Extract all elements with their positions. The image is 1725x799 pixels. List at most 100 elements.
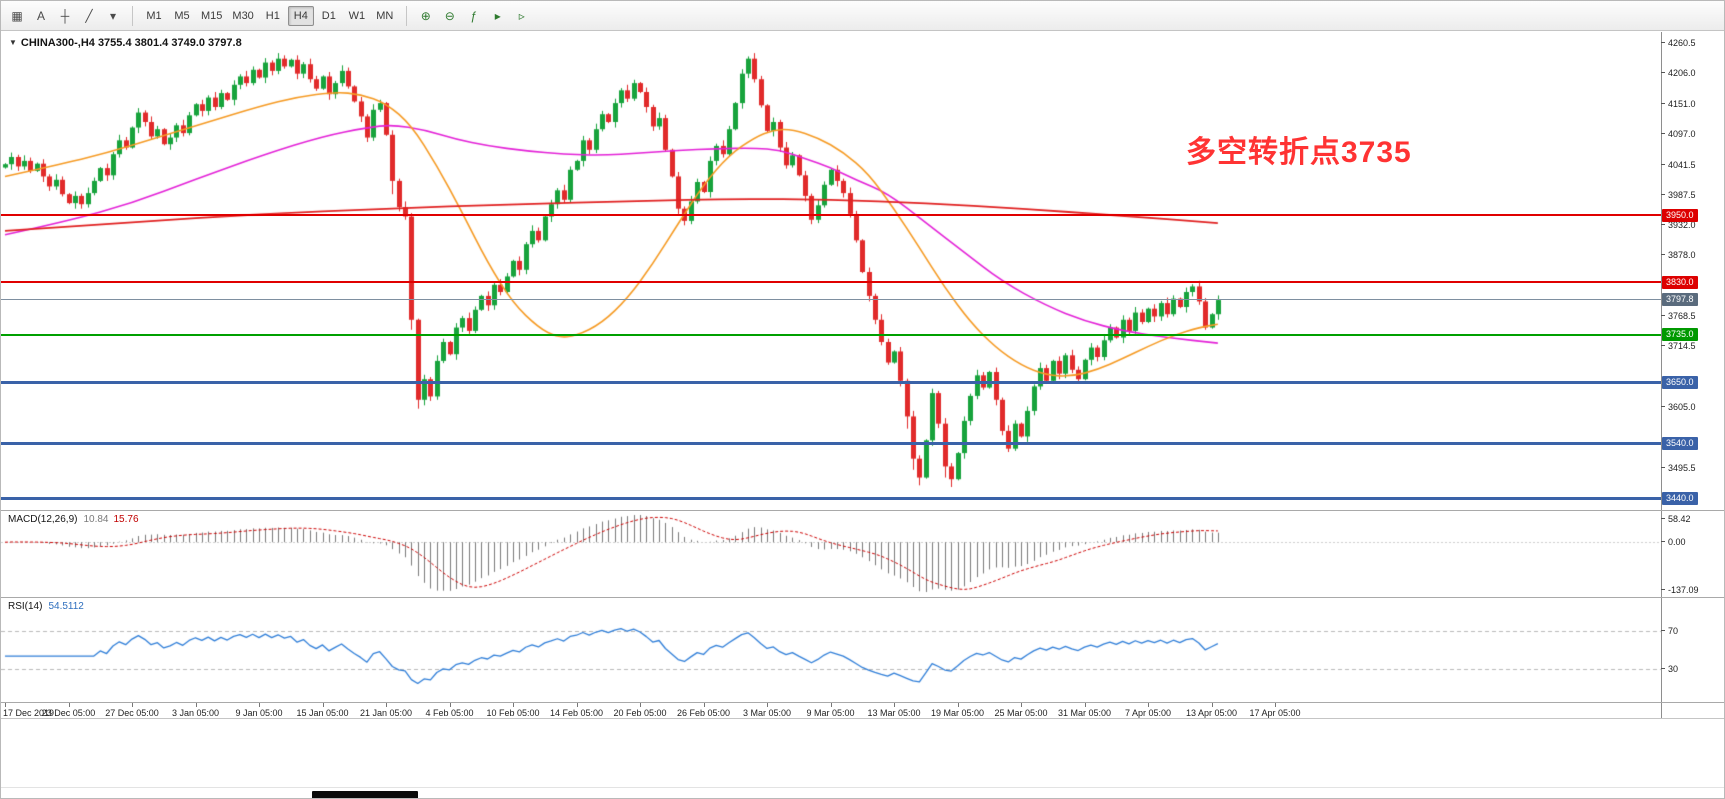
price-axis-label: 3878.0 (1668, 250, 1696, 261)
time-tick (259, 703, 260, 707)
time-tick (195, 703, 197, 707)
price-tag-3950.0: 3950.0 (1662, 208, 1698, 222)
windows-grid-icon[interactable]: ▦ (11, 8, 23, 23)
time-axis-label: 31 Mar 05:00 (1057, 708, 1112, 718)
axis-tick (1661, 193, 1665, 195)
time-axis-label: 7 Apr 05:00 (1124, 708, 1172, 718)
timeframe-button-w1[interactable]: W1 (348, 9, 366, 22)
time-axis-label: 27 Dec 05:00 (105, 708, 159, 718)
time-axis-label: 25 Mar 05:00 (994, 708, 1048, 718)
hline-pivot-3735[interactable] (1, 333, 1661, 336)
axis-tick (1661, 345, 1665, 347)
timeframe-button-mn[interactable]: MN (376, 9, 394, 22)
macd-header: MACD(12,26,9) 10.84 15.76 (8, 514, 139, 525)
time-tick (132, 703, 133, 707)
timeframe-button-h1[interactable]: H1 (265, 9, 280, 22)
hline-support-3440[interactable] (1, 497, 1661, 501)
timeframe-button-m30[interactable]: M30 (232, 9, 254, 22)
price-axis-label: 3714.5 (1668, 341, 1696, 352)
hline-resistance-3830[interactable] (1, 281, 1661, 283)
crosshair-icon[interactable]: ┼ (60, 8, 70, 23)
time-axis-label: 9 Jan 05:00 (235, 708, 283, 718)
horizontal-lines-layer (1, 1, 1661, 798)
time-tick (1211, 703, 1213, 707)
main-toolbar: ▦ A ┼ ╱ ▾ M1 M5 M15 M30 H1 H4 D1 W1 MN ⊕ ⊖ ƒ ▸ ▹ (1, 1, 1724, 31)
taskbar-active-app-button[interactable] (312, 791, 418, 798)
price-axis-label: 3932.0 (1668, 220, 1696, 231)
rsi-label: RSI(14) (8, 601, 43, 612)
rsi-level-label: 70 (1668, 625, 1679, 636)
panel-separator[interactable] (1, 510, 1724, 511)
time-tick (894, 703, 895, 707)
axis-tick (1661, 406, 1665, 407)
price-axis-label: 3987.5 (1668, 189, 1696, 200)
time-axis-label: 9 Mar 05:00 (806, 708, 855, 718)
price-axis-label: 3768.5 (1668, 311, 1696, 322)
rsi-value: 54.5112 (48, 601, 84, 612)
price-tag-3797.8: 3797.8 (1662, 293, 1698, 307)
panel-separator (1, 702, 1724, 703)
axis-separator-line (1661, 32, 1662, 719)
time-axis-label: 3 Mar 05:00 (742, 708, 792, 718)
macd-axis-label: 0.00 (1668, 537, 1686, 548)
time-tick (957, 703, 959, 707)
time-axis-label: 13 Apr 05:00 (1185, 708, 1238, 718)
zoom-in-icon[interactable]: ⊕ (420, 8, 431, 23)
price-tag-3830.0: 3830.0 (1662, 275, 1698, 289)
axis-tick (1661, 668, 1665, 670)
axis-tick (1661, 466, 1665, 468)
time-axis-label: 19 Mar 05:00 (930, 708, 985, 718)
macd-axis-label: -137.09 (1668, 585, 1699, 595)
axis-tick (1661, 72, 1665, 74)
zoom-out-icon[interactable]: ⊖ (444, 8, 455, 23)
axis-tick (1661, 518, 1665, 519)
axis-tick (1661, 132, 1665, 134)
price-axis-label: 4151.0 (1668, 98, 1696, 109)
price-tag-3440.0: 3440.0 (1662, 492, 1698, 506)
rsi-panel-canvas[interactable] (1, 598, 1661, 702)
panel-separator[interactable] (1, 597, 1724, 598)
timeframe-button-m15[interactable]: M15 (201, 9, 223, 22)
timeframe-button-m1[interactable]: M1 (146, 9, 162, 22)
time-axis-label: 15 Jan 05:00 (296, 708, 349, 718)
time-tick (322, 703, 324, 707)
price-axis-label: 4097.0 (1668, 128, 1696, 139)
macd-label: MACD(12,26,9) (8, 514, 78, 525)
timeframe-button-d1[interactable]: D1 (321, 9, 336, 22)
toolbar-left-icons: ▦ A ┼ ╱ ▾ (6, 6, 124, 26)
timeframe-button-h4[interactable]: H4 (287, 5, 314, 26)
hline-resistance-3950[interactable] (1, 214, 1661, 217)
dropdown-caret-icon[interactable]: ▾ (109, 8, 117, 23)
indicators-icon[interactable]: ƒ (470, 8, 478, 23)
timeframe-button-m5[interactable]: M5 (174, 9, 190, 22)
trendline-icon[interactable]: ╱ (85, 8, 93, 23)
chart-shift-icon[interactable]: ▹ (518, 8, 525, 23)
price-axis: 4260.5 4206.0 4151.0 4097.0 4041.5 3987.5 3932… (1661, 1, 1724, 798)
main-chart-canvas[interactable] (1, 32, 1661, 510)
time-axis-label: 21 Jan 05:00 (359, 708, 413, 718)
symbol-ohlc-text: CHINA300-,H4 3755.4 3801.4 3749.0 3797.8 (20, 37, 242, 49)
macd-value-signal: 15.76 (113, 514, 139, 525)
auto-scroll-icon[interactable]: ▸ (494, 8, 501, 23)
time-tick (5, 703, 6, 707)
price-tag-3735.0: 3735.0 (1662, 328, 1698, 342)
time-tick (1275, 703, 1276, 707)
toolbar-separator (405, 5, 407, 26)
hline-support-3540[interactable] (1, 441, 1661, 445)
hline-support-3650[interactable] (1, 380, 1661, 384)
macd-value-main: 10.84 (83, 514, 109, 525)
axis-tick (1661, 224, 1665, 226)
time-tick (703, 703, 705, 707)
hline-current-price-line[interactable] (1, 299, 1661, 301)
collapse-triangle-icon[interactable]: ▼ (9, 38, 17, 47)
price-axis-label: 4206.0 (1668, 68, 1696, 79)
toolbar-separator (132, 5, 133, 26)
macd-panel-canvas[interactable] (1, 511, 1661, 597)
axis-tick (1661, 589, 1665, 590)
text-label-icon[interactable]: A (36, 8, 45, 23)
rsi-header: RSI(14) 54.5112 (8, 601, 84, 612)
price-axis-label: 4041.5 (1668, 159, 1696, 170)
bottom-strip (1, 787, 1724, 798)
price-axis-label: 3605.0 (1668, 402, 1696, 412)
rsi-level-label: 30 (1668, 664, 1679, 675)
